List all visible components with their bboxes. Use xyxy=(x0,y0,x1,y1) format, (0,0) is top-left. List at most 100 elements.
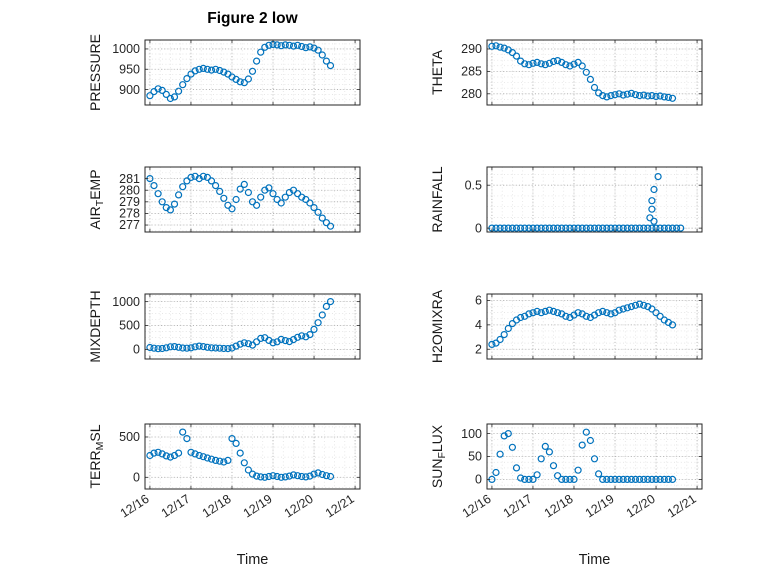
data-point xyxy=(314,46,322,54)
data-point xyxy=(549,307,558,315)
data-point xyxy=(318,470,326,479)
data-point xyxy=(533,307,541,315)
data-point xyxy=(244,188,253,197)
data-point xyxy=(615,306,623,314)
scatter-series xyxy=(488,173,685,232)
chart-pressure: 900 950 1000 PRESSURE xyxy=(87,34,361,111)
axes-box xyxy=(144,166,361,233)
y-axis-label: THETA xyxy=(429,49,445,95)
data-point xyxy=(599,91,607,100)
data-point xyxy=(306,43,314,51)
data-point xyxy=(326,62,335,70)
data-point xyxy=(322,219,330,227)
data-point xyxy=(541,307,549,315)
data-point xyxy=(627,224,635,232)
data-point xyxy=(668,224,677,232)
data-point xyxy=(232,439,240,447)
data-point xyxy=(607,310,615,318)
data-point xyxy=(162,452,170,460)
y-tick-label: 950 xyxy=(119,62,140,76)
data-point xyxy=(537,60,545,68)
data-point xyxy=(207,66,216,74)
data-point xyxy=(216,187,224,195)
data-point xyxy=(578,224,586,232)
data-point xyxy=(294,190,302,198)
data-point xyxy=(537,224,545,232)
data-point xyxy=(512,224,521,232)
data-point xyxy=(660,224,668,232)
data-point xyxy=(211,456,220,465)
y-tick-label: 2 xyxy=(475,342,482,356)
data-point xyxy=(294,41,302,49)
data-point xyxy=(174,343,183,351)
data-point xyxy=(496,224,504,232)
data-point xyxy=(203,173,212,181)
data-point xyxy=(508,443,516,451)
data-point xyxy=(636,91,644,100)
data-point xyxy=(220,458,228,466)
data-point xyxy=(195,342,203,350)
data-point xyxy=(302,44,310,52)
data-point xyxy=(545,306,554,314)
chart-terr-msl: 0 500 12/16 12/17 12/18 12/19 12/20 12/21 TERRMS… xyxy=(87,423,361,521)
data-point xyxy=(607,91,615,100)
data-point xyxy=(273,41,281,49)
y-tick-label: 279 xyxy=(119,195,140,209)
data-point xyxy=(541,224,549,232)
data-point xyxy=(496,335,504,344)
data-point xyxy=(257,193,265,201)
data-point xyxy=(652,309,660,317)
data-point xyxy=(285,41,293,49)
data-point xyxy=(615,224,623,232)
data-point xyxy=(500,224,508,232)
data-point xyxy=(636,475,644,484)
data-point xyxy=(521,60,529,68)
data-point xyxy=(640,475,648,484)
data-point xyxy=(562,61,570,69)
data-point xyxy=(310,470,318,478)
data-point xyxy=(298,42,306,51)
data-point xyxy=(326,297,335,306)
data-point xyxy=(240,459,248,467)
data-point xyxy=(302,333,310,341)
axes-box xyxy=(144,423,361,490)
data-point xyxy=(298,332,306,340)
data-point xyxy=(590,455,599,463)
data-point xyxy=(252,57,261,65)
x-tick-label: 12/16 xyxy=(460,492,494,521)
data-point xyxy=(318,214,326,222)
data-point xyxy=(640,301,648,309)
y-tick-label: 100 xyxy=(461,427,482,441)
data-point xyxy=(586,75,595,84)
data-point xyxy=(150,182,158,190)
data-point xyxy=(248,67,257,75)
y-axis-label: H2OMIXRA xyxy=(429,289,445,363)
data-point xyxy=(496,450,504,458)
data-point xyxy=(541,61,549,69)
y-tick-label: 280 xyxy=(461,87,482,101)
data-point xyxy=(240,79,248,87)
data-point xyxy=(562,224,570,232)
data-point xyxy=(232,195,240,204)
data-point xyxy=(668,94,677,102)
data-point xyxy=(191,450,199,458)
scatter-series xyxy=(488,428,677,484)
y-tick-label: 278 xyxy=(119,207,140,221)
data-point xyxy=(525,61,533,69)
data-point xyxy=(562,475,570,484)
data-point xyxy=(146,92,154,100)
data-point xyxy=(224,344,232,353)
data-point xyxy=(281,41,289,49)
data-point xyxy=(644,475,652,484)
data-point xyxy=(294,333,302,341)
data-point xyxy=(252,201,261,209)
data-point xyxy=(277,42,285,50)
x-tick-label: 12/17 xyxy=(159,492,193,521)
y-tick-label: 1000 xyxy=(112,295,140,309)
data-point xyxy=(220,194,228,202)
x-tick-label: 12/19 xyxy=(241,492,275,521)
data-point xyxy=(664,93,672,102)
data-point xyxy=(615,475,623,484)
data-point xyxy=(170,93,179,101)
data-point xyxy=(220,68,228,76)
